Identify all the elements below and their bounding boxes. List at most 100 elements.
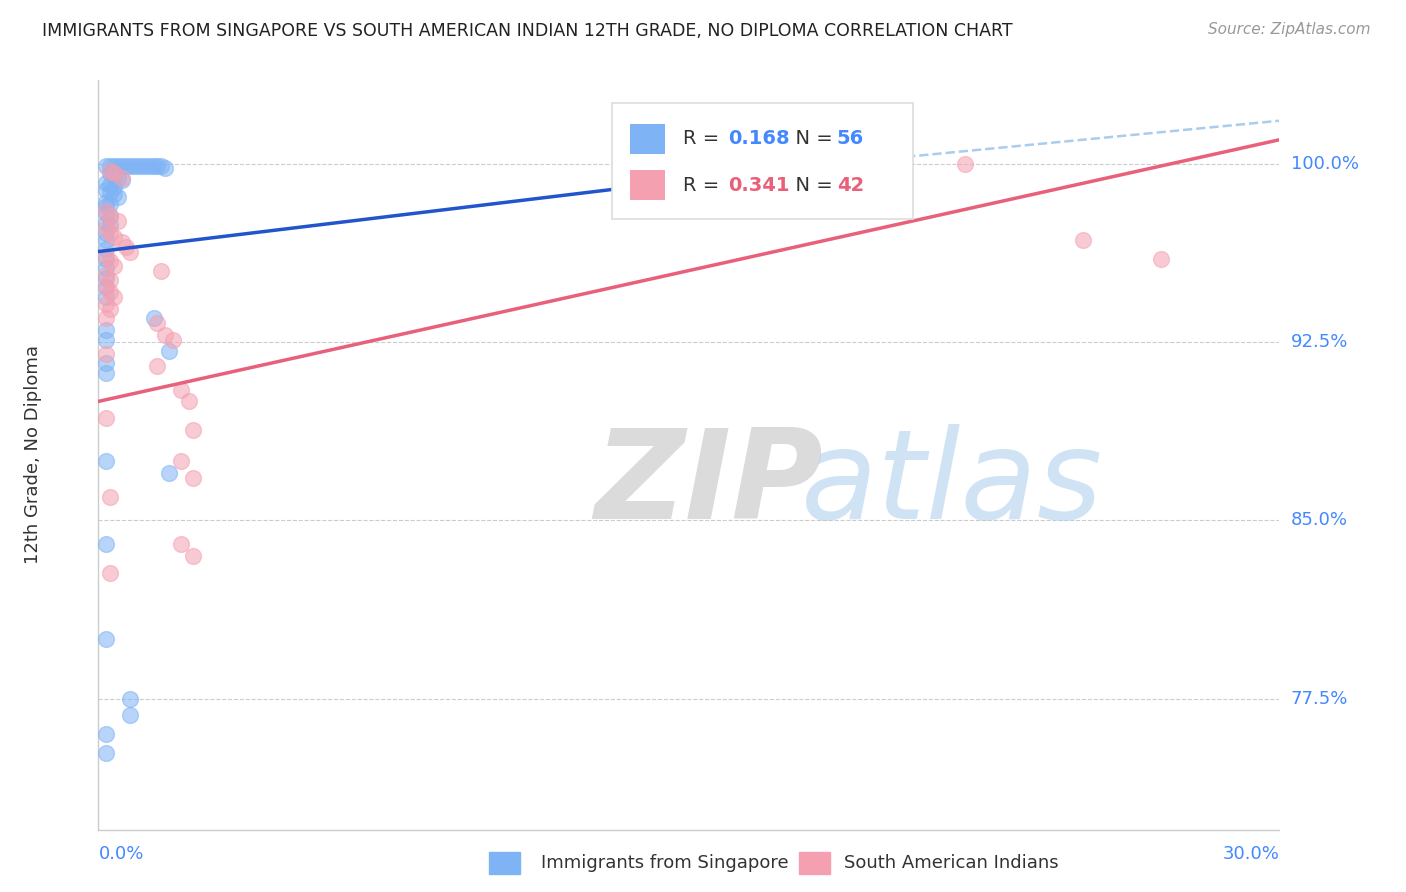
Text: 92.5%: 92.5% — [1291, 333, 1348, 351]
Point — [170, 454, 193, 468]
Point — [150, 263, 173, 277]
Point — [96, 270, 118, 285]
Point — [96, 261, 118, 276]
Point — [96, 333, 118, 347]
Point — [98, 159, 121, 173]
Point — [118, 244, 141, 259]
Point — [96, 226, 118, 240]
Point — [96, 194, 118, 209]
Point — [96, 204, 118, 219]
Text: 85.0%: 85.0% — [1291, 511, 1347, 529]
Point — [142, 159, 165, 173]
Point — [111, 173, 134, 187]
Point — [115, 240, 138, 254]
Point — [150, 159, 173, 173]
Point — [98, 166, 121, 180]
Point — [96, 632, 118, 647]
Point — [98, 185, 121, 199]
Point — [98, 209, 121, 223]
Point — [96, 347, 118, 361]
Point — [96, 252, 118, 266]
Point — [103, 230, 125, 244]
Point — [107, 170, 129, 185]
FancyBboxPatch shape — [630, 124, 665, 153]
Point — [103, 180, 125, 194]
Point — [138, 159, 160, 173]
Point — [96, 280, 118, 294]
Point — [122, 159, 145, 173]
Point — [107, 213, 129, 227]
Point — [162, 333, 184, 347]
Point — [96, 747, 118, 761]
Point — [103, 169, 125, 183]
Point — [98, 219, 121, 233]
Point — [96, 159, 118, 173]
Point — [96, 216, 118, 230]
Point — [98, 273, 121, 287]
Point — [98, 490, 121, 504]
Point — [96, 183, 118, 197]
Point — [96, 242, 118, 256]
Point — [181, 470, 204, 484]
Text: 12th Grade, No Diploma: 12th Grade, No Diploma — [24, 345, 42, 565]
Point — [127, 159, 149, 173]
Text: 100.0%: 100.0% — [1291, 154, 1358, 172]
Text: 0.341: 0.341 — [728, 176, 789, 194]
Point — [107, 190, 129, 204]
Text: 42: 42 — [837, 176, 863, 194]
Point — [96, 366, 118, 380]
FancyBboxPatch shape — [630, 170, 665, 200]
Point — [118, 159, 141, 173]
Point — [103, 290, 125, 304]
Point — [118, 708, 141, 723]
Point — [98, 301, 121, 316]
Point — [98, 163, 121, 178]
Point — [170, 537, 193, 551]
Point — [1150, 252, 1173, 266]
Point — [103, 166, 125, 180]
Point — [96, 206, 118, 220]
Text: South American Indians: South American Indians — [844, 855, 1059, 872]
Point — [98, 285, 121, 299]
Point — [157, 344, 180, 359]
Point — [96, 356, 118, 370]
Point — [96, 290, 118, 304]
Text: 0.0%: 0.0% — [98, 845, 143, 863]
Text: ZIP: ZIP — [595, 425, 823, 545]
Point — [103, 259, 125, 273]
Point — [170, 383, 193, 397]
Text: 56: 56 — [837, 129, 863, 148]
Point — [111, 235, 134, 249]
Point — [96, 249, 118, 263]
Point — [181, 423, 204, 437]
Point — [96, 727, 118, 741]
Point — [96, 297, 118, 311]
Point — [98, 197, 121, 211]
Text: IMMIGRANTS FROM SINGAPORE VS SOUTH AMERICAN INDIAN 12TH GRADE, NO DIPLOMA CORREL: IMMIGRANTS FROM SINGAPORE VS SOUTH AMERI… — [42, 22, 1012, 40]
Point — [177, 394, 200, 409]
Text: N =: N = — [783, 176, 839, 194]
Point — [146, 316, 169, 330]
Point — [96, 233, 118, 247]
Point — [157, 466, 180, 480]
Point — [96, 176, 118, 190]
Text: Source: ZipAtlas.com: Source: ZipAtlas.com — [1208, 22, 1371, 37]
Point — [115, 159, 138, 173]
Point — [103, 159, 125, 173]
Text: 0.168: 0.168 — [728, 129, 790, 148]
Text: Immigrants from Singapore: Immigrants from Singapore — [541, 855, 789, 872]
Point — [1071, 233, 1094, 247]
Point — [98, 178, 121, 192]
Point — [98, 226, 121, 240]
Point — [131, 159, 153, 173]
Text: R =: R = — [683, 129, 725, 148]
Point — [96, 268, 118, 283]
Point — [155, 327, 177, 342]
Point — [96, 537, 118, 551]
Point — [98, 254, 121, 268]
Point — [146, 359, 169, 373]
Point — [98, 566, 121, 580]
Point — [96, 323, 118, 337]
Point — [111, 170, 134, 185]
Point — [96, 454, 118, 468]
